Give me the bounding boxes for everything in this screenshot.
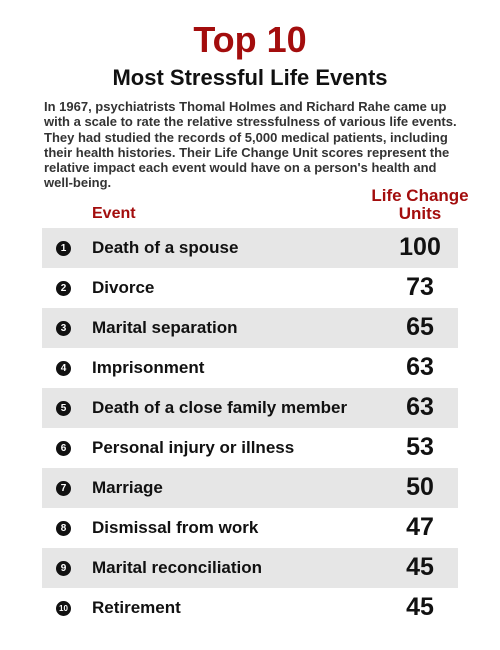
- list-item: 8 Dismissal from work 47: [42, 508, 458, 548]
- event-name: Death of a spouse: [92, 238, 239, 257]
- rank-badge: 2: [56, 281, 71, 296]
- life-change-units: 45: [406, 593, 434, 621]
- rank-badge: 1: [56, 241, 71, 256]
- event-column-header: Event: [92, 205, 136, 222]
- event-name: Dismissal from work: [92, 518, 259, 537]
- list-item: 4 Imprisonment 63: [42, 348, 458, 388]
- event-name: Death of a close family member: [92, 398, 348, 417]
- rank-badge: 10: [56, 601, 71, 616]
- event-name: Retirement: [92, 598, 181, 617]
- event-name: Marital separation: [92, 318, 238, 337]
- rank-badge: 6: [56, 441, 71, 456]
- event-name: Marriage: [92, 478, 163, 497]
- life-change-units: 53: [406, 433, 434, 461]
- rank-badge: 3: [56, 321, 71, 336]
- rank-badge: 5: [56, 401, 71, 416]
- rank-badge: 8: [56, 521, 71, 536]
- intro-paragraph: In 1967, psychiatrists Thomal Holmes and…: [44, 99, 457, 191]
- list-item: 6 Personal injury or illness 53: [42, 428, 458, 468]
- rank-badge: 4: [56, 361, 71, 376]
- units-header-line1: Life Change: [371, 186, 469, 205]
- event-name: Marital reconciliation: [92, 558, 263, 577]
- event-name: Divorce: [92, 278, 155, 297]
- page-title: Top 10: [193, 19, 307, 60]
- rank-badge: 7: [56, 481, 71, 496]
- units-header-line2: Units: [398, 204, 442, 223]
- event-name: Imprisonment: [92, 358, 205, 377]
- life-change-units: 100: [399, 233, 441, 261]
- life-change-units: 73: [406, 273, 434, 301]
- rank-badge: 9: [56, 561, 71, 576]
- units-column-header: Life Change Units: [340, 187, 500, 223]
- life-change-units: 63: [406, 353, 434, 381]
- life-change-units: 63: [406, 393, 434, 421]
- life-change-units: 50: [406, 473, 434, 501]
- list-item: 2 Divorce 73: [42, 268, 458, 308]
- life-change-units: 47: [406, 513, 434, 541]
- list-item: 7 Marriage 50: [42, 468, 458, 508]
- events-list: 1 Death of a spouse 100 2 Divorce 73 3 M…: [42, 228, 458, 628]
- list-item: 1 Death of a spouse 100: [42, 228, 458, 268]
- list-item: 9 Marital reconciliation 45: [42, 548, 458, 588]
- event-name: Personal injury or illness: [92, 438, 295, 457]
- page-subtitle: Most Stressful Life Events: [112, 65, 388, 90]
- list-item: 10 Retirement 45: [42, 588, 458, 628]
- list-item: 5 Death of a close family member 63: [42, 388, 458, 428]
- life-change-units: 65: [406, 313, 434, 341]
- list-item: 3 Marital separation 65: [42, 308, 458, 348]
- life-change-units: 45: [406, 553, 434, 581]
